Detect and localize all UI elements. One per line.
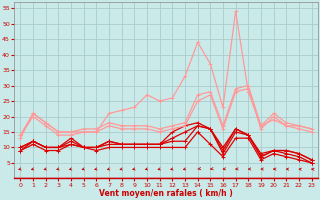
X-axis label: Vent moyen/en rafales ( km/h ): Vent moyen/en rafales ( km/h ) <box>99 189 233 198</box>
